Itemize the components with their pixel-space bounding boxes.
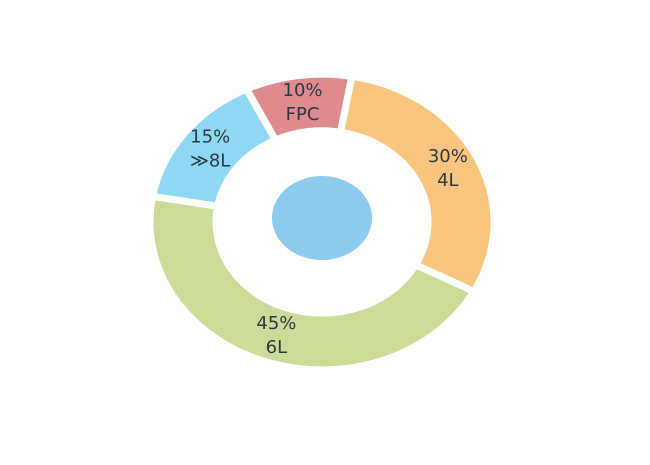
value-label: 45% — [256, 313, 296, 334]
category-label: 4L — [437, 170, 458, 191]
donut-segment — [336, 72, 498, 296]
value-label: 30% — [428, 146, 468, 167]
center-disc — [272, 176, 372, 260]
donut-segment — [146, 192, 479, 374]
value-label: 10% — [283, 80, 323, 101]
value-label: 15% — [190, 127, 230, 148]
category-label: 6L — [266, 337, 287, 358]
category-label: ≫8L — [190, 151, 230, 172]
donut-segment — [241, 70, 357, 145]
category-label: FPC — [286, 104, 320, 125]
